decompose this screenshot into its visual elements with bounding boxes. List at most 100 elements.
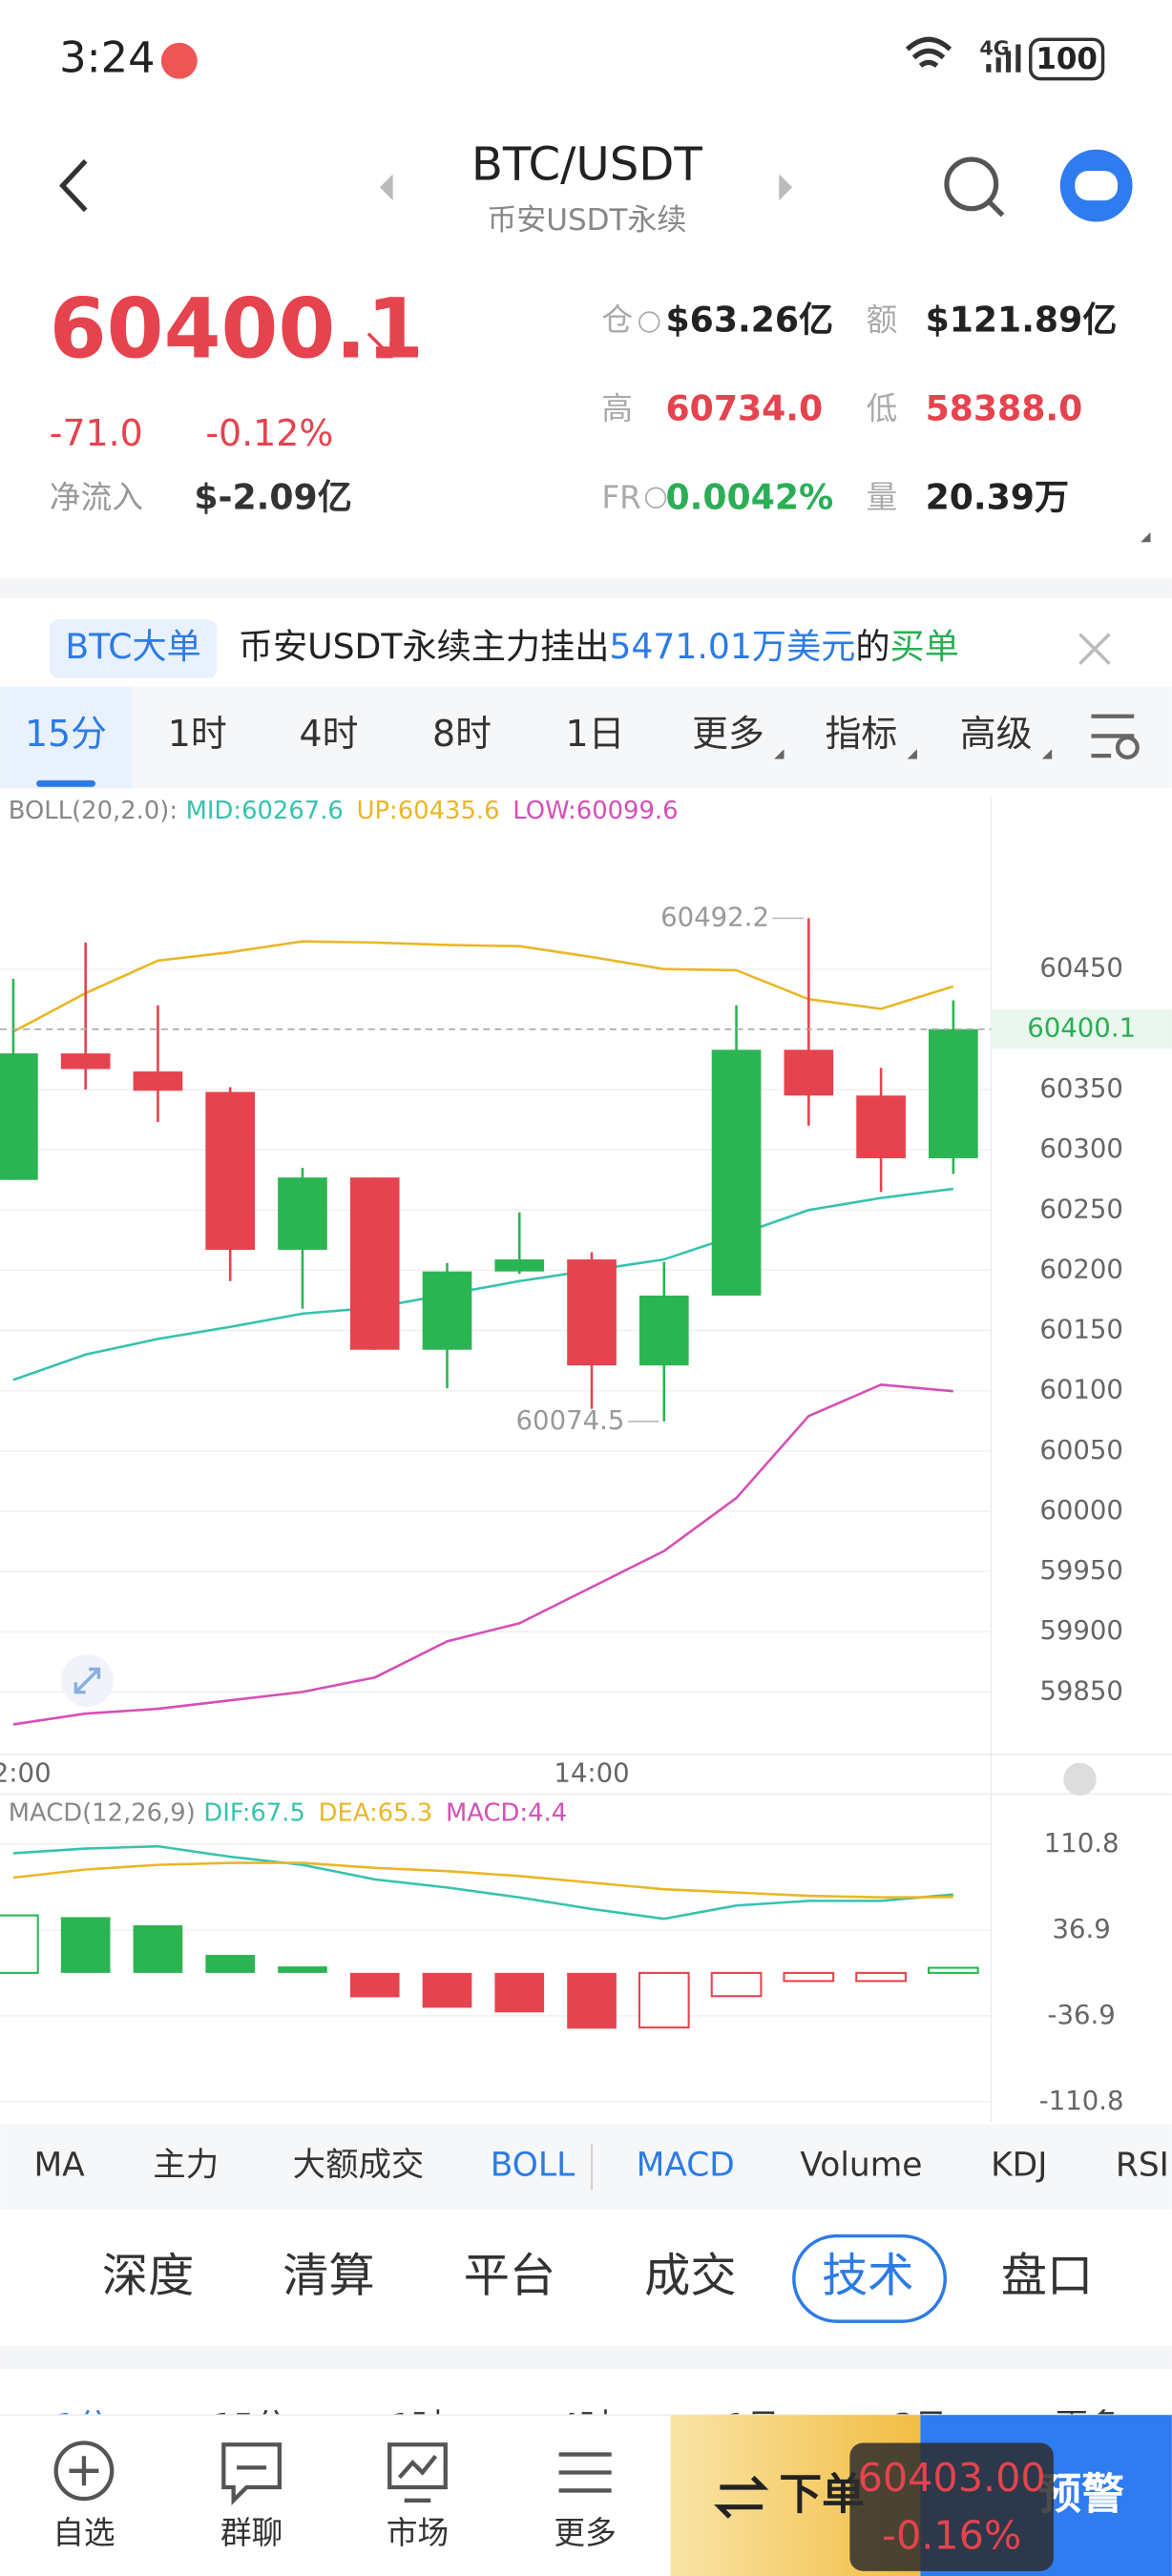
section-tab[interactable]: 清算 bbox=[283, 2249, 374, 2302]
nav-label[interactable]: 群聊 bbox=[220, 2515, 283, 2551]
indicator-tab[interactable]: BOLL bbox=[491, 2147, 575, 2185]
x-tick-label: 12:00 bbox=[0, 1758, 52, 1789]
timeframe-tab[interactable]: 4时 bbox=[300, 713, 359, 755]
candle-body bbox=[638, 1295, 689, 1366]
banner-close[interactable] bbox=[1078, 633, 1111, 665]
stat-label: 额 bbox=[867, 302, 898, 339]
nav-icon bbox=[558, 2452, 612, 2493]
search-button[interactable] bbox=[944, 156, 999, 212]
signal-icon bbox=[986, 44, 1021, 73]
banner-amount: 5471.01万美元 bbox=[609, 626, 855, 667]
candle-body bbox=[711, 1049, 762, 1296]
indicator-line bbox=[12, 1187, 954, 1381]
market: 币安USDT永续 bbox=[487, 203, 686, 238]
wifi-icon bbox=[905, 36, 952, 68]
y-tick-label: 60050 bbox=[1039, 1435, 1123, 1465]
candle-body bbox=[929, 1028, 978, 1158]
y-tick-label: 60100 bbox=[1039, 1375, 1123, 1405]
nav-label[interactable]: 市场 bbox=[387, 2515, 449, 2551]
y-tick-label: -36.9 bbox=[1048, 2000, 1116, 2030]
indicator-tab[interactable]: Volume bbox=[800, 2147, 922, 2185]
macd-bar bbox=[278, 1966, 327, 1973]
macd-bar bbox=[133, 1924, 183, 1973]
section-tab[interactable]: 深度 bbox=[102, 2249, 194, 2302]
app-icon bbox=[160, 42, 198, 79]
timeframe-tab[interactable]: 1时 bbox=[168, 713, 227, 755]
indicator-tab[interactable]: MA bbox=[33, 2147, 85, 2185]
clock: 3:24 bbox=[59, 32, 156, 83]
y-tick-label: 60250 bbox=[1039, 1194, 1123, 1224]
candle-body bbox=[567, 1259, 617, 1366]
indicator-tab[interactable]: MACD bbox=[637, 2147, 735, 2185]
timeframe-tab[interactable]: 更多 bbox=[692, 713, 764, 755]
active-tab-underline bbox=[36, 779, 96, 787]
section-tab[interactable]: 技术 bbox=[822, 2249, 913, 2302]
candle-body bbox=[856, 1095, 906, 1158]
symbol: BTC/USDT bbox=[471, 138, 703, 192]
dropdown-mark bbox=[1041, 749, 1053, 759]
legend-entry: MACD:4.4 bbox=[446, 1799, 567, 1828]
down-arrow bbox=[366, 332, 393, 359]
stat-value: 58388.0 bbox=[926, 387, 1083, 428]
macd-bar bbox=[60, 1917, 111, 1973]
change-pct: -0.12% bbox=[205, 412, 333, 454]
nav-label[interactable]: 更多 bbox=[554, 2515, 616, 2551]
last-price-tag bbox=[991, 1009, 1172, 1049]
section-tab[interactable]: 成交 bbox=[644, 2249, 736, 2302]
back-button[interactable] bbox=[59, 158, 88, 213]
timeframe-tab[interactable]: 指标 bbox=[826, 713, 898, 755]
macd-bar bbox=[422, 1972, 472, 2008]
legend-title: BOLL(20,2.0): bbox=[9, 797, 178, 825]
extreme-label: 60492.2 bbox=[660, 902, 769, 932]
section-tab[interactable]: 盘口 bbox=[1001, 2249, 1093, 2302]
legend-entry: DEA:65.3 bbox=[319, 1799, 433, 1828]
nav-icon bbox=[387, 2442, 448, 2503]
timeframe-tab[interactable]: 1日 bbox=[565, 713, 624, 755]
indicator-line bbox=[12, 940, 954, 1033]
nav-label[interactable]: 自选 bbox=[52, 2515, 115, 2551]
timeframe-tab[interactable]: 高级 bbox=[960, 713, 1033, 755]
y-tick-label: 59950 bbox=[1039, 1555, 1123, 1586]
stat-value: 20.39万 bbox=[926, 476, 1070, 517]
macd-bar bbox=[0, 1914, 39, 1974]
stat-value: $63.26亿 bbox=[666, 300, 834, 341]
indicator-tabs: MA 主力 大额成交 BOLL MACD Volume KDJ RSI bbox=[33, 2147, 1168, 2185]
macd-bar bbox=[855, 1971, 907, 1983]
ticker-change: -0.16% bbox=[882, 2512, 1021, 2558]
indicator-tab[interactable]: 主力 bbox=[153, 2147, 219, 2185]
info-icon[interactable] bbox=[638, 311, 660, 333]
candle-body bbox=[349, 1177, 400, 1350]
macd-bar bbox=[494, 1972, 545, 2013]
nav-items: 自选 群聊 市场 更多 bbox=[52, 2515, 617, 2551]
y-tick-label: 60150 bbox=[1039, 1315, 1123, 1345]
info-icon[interactable] bbox=[644, 487, 667, 509]
indicator-line bbox=[12, 1861, 953, 1900]
change: -71.0 bbox=[50, 412, 143, 454]
divider bbox=[0, 578, 1172, 598]
net-inflow-label: 净流入 bbox=[50, 479, 143, 515]
candle-body bbox=[784, 1049, 834, 1096]
extreme-label: 60074.5 bbox=[516, 1405, 625, 1436]
indicator-tab[interactable]: 大额成交 bbox=[293, 2147, 425, 2185]
stat-value: 60734.0 bbox=[666, 387, 824, 428]
active-section bbox=[792, 2233, 947, 2323]
dropdown-mark bbox=[907, 749, 917, 759]
reset-button[interactable] bbox=[1063, 1762, 1097, 1797]
candle-body bbox=[133, 1071, 183, 1091]
next-symbol[interactable] bbox=[779, 174, 793, 201]
y-tick-label: 36.9 bbox=[1052, 1914, 1110, 1944]
order-icon bbox=[714, 2475, 769, 2519]
fullscreen-icon bbox=[73, 1667, 101, 1694]
net-inflow: $-2.09亿 bbox=[194, 476, 352, 517]
y-tick-label: 59900 bbox=[1039, 1615, 1123, 1646]
section-tab[interactable]: 平台 bbox=[464, 2249, 555, 2302]
timeframe-tab[interactable]: 15分 bbox=[25, 713, 107, 755]
candle-body bbox=[278, 1177, 327, 1250]
macd-bar bbox=[638, 1971, 690, 2029]
y-tick-label: 110.8 bbox=[1044, 1828, 1120, 1859]
indicator-tab[interactable]: KDJ bbox=[991, 2147, 1047, 2185]
indicator-tab[interactable]: RSI bbox=[1116, 2147, 1169, 2185]
timeframe-tab[interactable]: 8时 bbox=[432, 713, 492, 755]
kline-charts: 60450 60350 60300 60250 60200 60150 60100 60050… bbox=[0, 797, 1172, 2116]
prev-symbol[interactable] bbox=[379, 174, 393, 201]
